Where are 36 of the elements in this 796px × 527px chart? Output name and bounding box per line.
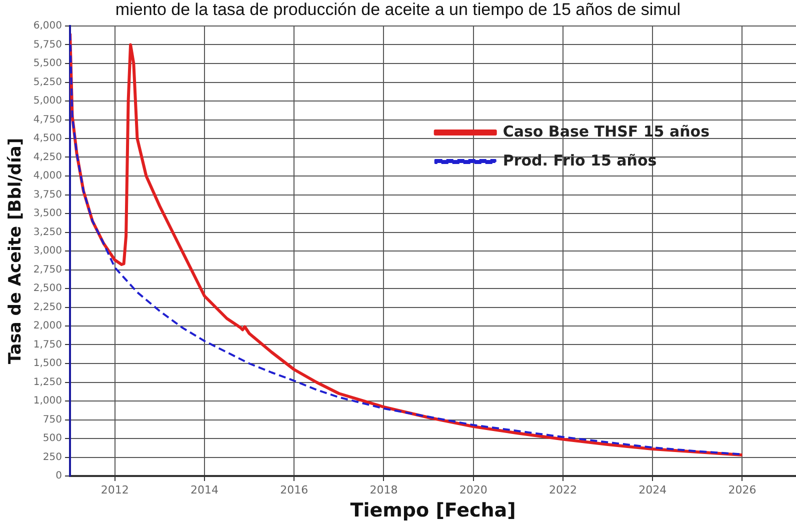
y-tick-label: 750 (42, 414, 62, 426)
y-tick-label: 1,500 (33, 358, 62, 370)
y-tick-label: 3,500 (33, 208, 62, 220)
y-tick-label: 6,000 (33, 20, 62, 32)
y-tick-label: 250 (42, 452, 62, 463)
x-tick-label: 2026 (728, 483, 756, 496)
y-tick-label: 3,750 (33, 189, 62, 200)
x-tick-label: 2012 (100, 483, 129, 496)
y-tick-label: 5,750 (33, 39, 62, 50)
chart-title: miento de la tasa de producción de aceite a un tiempo de 15 años de simul (114, 0, 682, 20)
x-tick-label: 2022 (548, 483, 577, 496)
y-tick-label: 4,750 (33, 114, 62, 126)
y-tick-label: 4,500 (33, 133, 62, 144)
y-tick-label: 5,250 (33, 76, 62, 88)
x-tick-label: 2016 (280, 483, 308, 496)
y-tick-label: 3,000 (33, 246, 62, 257)
y-tick-label: 0 (56, 470, 62, 482)
y-tick-label: 2,000 (33, 320, 62, 332)
y-tick-label: 2,250 (33, 302, 62, 313)
y-tick-label: 4,250 (33, 152, 62, 163)
y-tick-label: 2,750 (33, 264, 62, 276)
y-tick-label: 1,250 (33, 376, 62, 388)
y-tick-label: 4,000 (33, 170, 62, 182)
y-tick-label: 500 (42, 433, 62, 444)
x-tick-label: 2020 (459, 483, 488, 496)
y-axis-title: Tasa de Aceite [Bbl/día] (6, 138, 26, 364)
y-tick-label: 5,500 (33, 58, 62, 70)
y-tick-label: 2,500 (33, 283, 62, 294)
y-tick-label: 1,000 (33, 396, 62, 407)
y-tick-label: 1,750 (33, 339, 62, 350)
y-tick-label: 3,250 (33, 226, 62, 238)
y-tick-label: 5,000 (33, 96, 62, 107)
x-tick-label: 2014 (190, 483, 218, 496)
x-tick-label: 2018 (370, 483, 398, 496)
x-axis-title: Tiempo [Fecha] (350, 500, 516, 522)
x-tick-label: 2024 (638, 483, 667, 496)
